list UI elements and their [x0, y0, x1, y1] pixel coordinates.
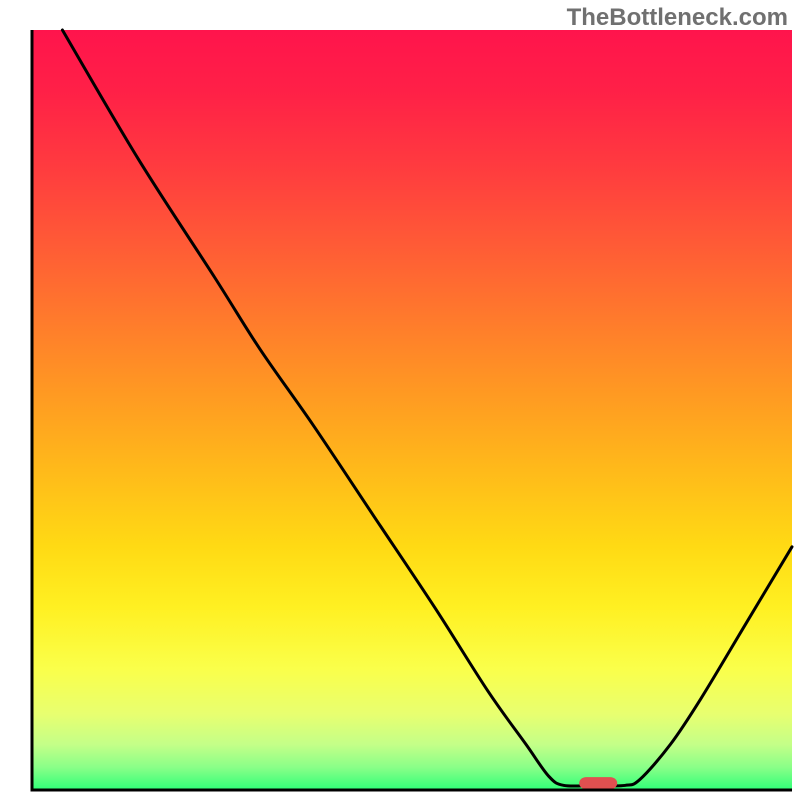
plot-background-gradient — [32, 30, 792, 790]
chart-container: TheBottleneck.com — [0, 0, 800, 800]
chart-svg — [0, 0, 800, 800]
watermark-label: TheBottleneck.com — [567, 4, 788, 32]
optimal-marker — [579, 777, 617, 789]
